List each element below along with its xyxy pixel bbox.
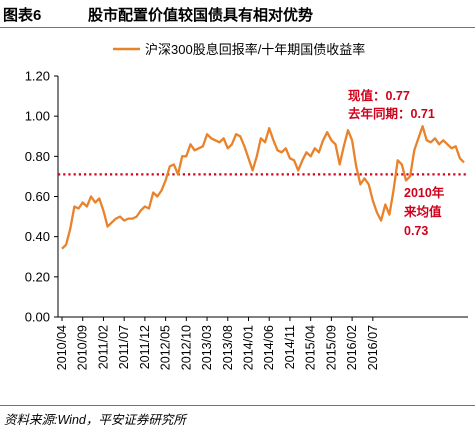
x-tick-label: 2014/11 <box>283 325 297 369</box>
x-tick-label: 2012/10 <box>179 325 193 370</box>
annotation-avg-1: 2010年 <box>404 185 445 200</box>
x-tick-group: 2010/04 2010/09 2011/02 2011/07 2011/12 2012/… <box>55 317 380 370</box>
x-tick-label: 2014/01 <box>241 325 255 370</box>
annotation-current: 现值：0.77 <box>348 88 410 103</box>
x-tick-label: 2011/07 <box>117 325 131 369</box>
figure-number: 图表6 <box>3 7 42 24</box>
header-divider <box>0 27 475 28</box>
annotation-last-year: 去年同期：0.71 <box>348 106 435 121</box>
chart-legend: 沪深300股息回报率/十年期国债收益率 <box>113 42 365 57</box>
legend-label: 沪深300股息回报率/十年期国债收益率 <box>145 42 365 57</box>
y-tick-label: 0.20 <box>25 269 50 284</box>
x-tick-label: 2010/09 <box>76 325 90 370</box>
x-tick-label: 2016/02 <box>345 325 359 370</box>
series-line <box>61 125 465 250</box>
x-tick-label: 2013/03 <box>200 325 214 370</box>
x-tick-label: 2014/06 <box>262 325 276 370</box>
annotation-avg-2: 来均值 <box>403 204 442 219</box>
x-tick-label: 2012/05 <box>159 325 173 370</box>
annotation-avg-3: 0.73 <box>404 224 428 238</box>
x-tick-label: 2016/07 <box>366 325 380 370</box>
footer-divider <box>0 405 475 406</box>
x-tick-label: 2010/04 <box>55 325 69 370</box>
y-tick-group: 0.00 0.20 0.40 0.60 0.80 1.00 1.20 <box>25 69 58 325</box>
x-tick-label: 2011/02 <box>96 325 110 369</box>
y-tick-label: 0.80 <box>25 149 50 164</box>
figure-header: 图表6 股市配置价值较国债具有相对优势 <box>0 0 475 27</box>
y-tick-label: 0.60 <box>25 189 50 204</box>
x-tick-label: 2015/09 <box>324 325 338 370</box>
figure-title: 股市配置价值较国债具有相对优势 <box>88 7 314 24</box>
x-tick-label: 2013/08 <box>221 325 235 370</box>
y-tick-label: 0.40 <box>25 229 50 244</box>
y-tick-label: 1.20 <box>25 69 50 84</box>
x-tick-label: 2015/04 <box>304 325 318 370</box>
source-note: 资料来源:Wind，平安证券研究所 <box>4 413 186 427</box>
annotations: 现值：0.77 去年同期：0.71 2010年 来均值 0.73 <box>348 88 445 238</box>
line-chart: 沪深300股息回报率/十年期国债收益率 0.00 0.20 0.40 0.60 0.80… <box>25 42 468 370</box>
y-tick-label: 1.00 <box>25 109 50 124</box>
y-tick-label: 0.00 <box>25 310 50 325</box>
x-tick-label: 2011/12 <box>138 325 152 369</box>
